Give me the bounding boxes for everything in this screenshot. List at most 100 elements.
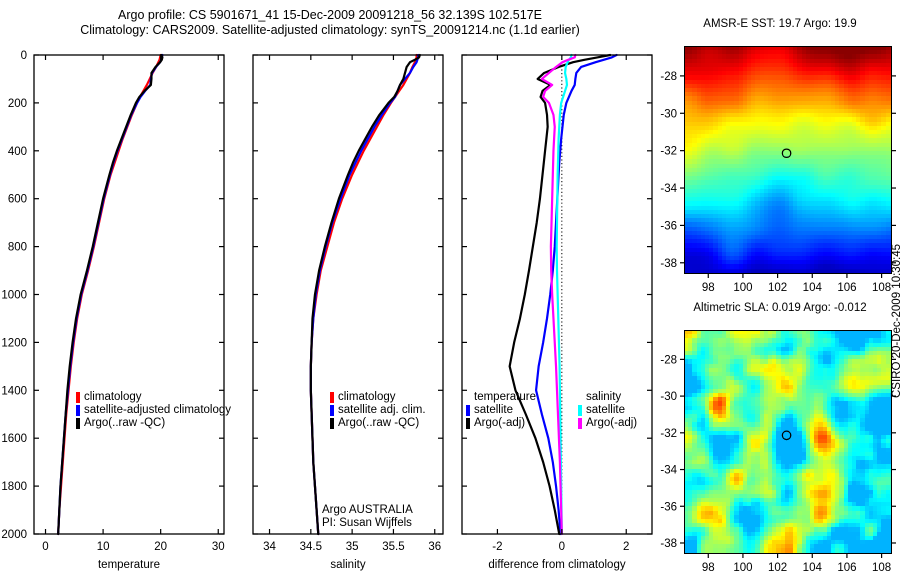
map-sst-lon-tick-label: 98 (702, 282, 715, 294)
legend-item: climatology (76, 391, 240, 404)
map-title-sst: AMSR-E SST: 19.7 Argo: 19.9 (703, 18, 857, 30)
series-temperature-satellite (534, 53, 618, 536)
map-sla (684, 330, 892, 554)
map-sst-lat-tick-label: -32 (660, 146, 677, 158)
legend-temperature: climatology satellite-adjusted climatolo… (76, 391, 240, 437)
legend-label: satellite-adjusted climatology (84, 404, 232, 416)
map-sst-lon-tick-label: 108 (872, 282, 891, 294)
x-tick-label: -2 (492, 541, 502, 553)
map-sla-frame (684, 330, 892, 554)
x-axis-label: difference from climatology (488, 559, 625, 571)
map-sla-lat-tick-label: -30 (660, 391, 677, 403)
figure-title: Argo profile: CS 5901671_41 15-Dec-2009 … (0, 8, 660, 38)
map-sst-field (684, 46, 892, 274)
depth-tick-label: 1000 (1, 290, 27, 302)
map-sla-lat-tick-label: -38 (660, 538, 677, 550)
map-sst (684, 46, 892, 274)
legend-item: satellite (466, 404, 558, 417)
map-sst-lon-tick-label: 104 (803, 282, 823, 294)
series-argo-raw-qc- (57, 53, 164, 536)
legend-item: climatology (330, 391, 460, 404)
legend-label: satellite (586, 404, 625, 416)
legend-label: climatology (338, 391, 396, 403)
map-sla-lon-tick-label: 102 (768, 562, 787, 574)
legend-label: climatology (84, 391, 142, 403)
legend-item: satellite (578, 404, 670, 417)
series-argo-raw-qc- (309, 53, 421, 536)
map-sla-lat-tick-label: -28 (660, 354, 677, 366)
attribution-line-1: Argo AUSTRALIA (322, 504, 413, 516)
map-sla-lon-tick-label: 104 (803, 562, 823, 574)
map-sst-lat-tick-label: -30 (660, 108, 677, 120)
map-sla-lon-tick-label: 98 (702, 562, 715, 574)
depth-tick-label: 200 (8, 98, 27, 110)
map-sst-lat-tick-label: -34 (660, 183, 677, 195)
legend-label: Argo(-adj) (474, 417, 526, 429)
depth-tick-label: 600 (8, 194, 27, 206)
map-sst-frame (684, 46, 892, 274)
map-sla-lat-tick-label: -36 (660, 501, 677, 513)
legend-label: salinity (586, 391, 622, 403)
attribution-block: Argo AUSTRALIA PI: Susan Wijffels (322, 504, 452, 530)
title-line-1: Argo profile: CS 5901671_41 15-Dec-2009 … (118, 8, 542, 22)
legend-item: satellite-adjusted climatology (76, 404, 240, 417)
depth-tick-label: 2000 (1, 529, 27, 541)
legend-label: temperature (474, 391, 537, 403)
map-sst-lon-tick-label: 106 (837, 282, 856, 294)
legend-header: temperature (466, 391, 558, 404)
legend-item: Argo(..raw -QC) (330, 417, 460, 430)
profile-plot-temperature: 0 10 20 30 0 200 400 600 800 1000 1200 1400 1600 1800… (1, 50, 225, 571)
legend-swatch-argo (76, 418, 80, 429)
legend-swatch-temp-argo (466, 418, 470, 429)
legend-swatch-satellite (330, 405, 334, 416)
legend-label: satellite (474, 404, 513, 416)
x-tick-label: 30 (212, 541, 225, 553)
map-title-sla: Altimetric SLA: 0.019 Argo: -0.012 (693, 302, 867, 314)
legend-difference-temperature: temperature satellite Argo(-adj) (466, 391, 558, 437)
map-sla-lon-tick-label: 108 (872, 562, 891, 574)
x-axis-label: temperature (98, 559, 160, 571)
x-tick-label: 20 (154, 541, 167, 553)
attribution-line-2: PI: Susan Wijffels (322, 517, 412, 529)
profile-plot-difference: -2 0 2 difference from climatology (461, 53, 653, 571)
depth-tick-label: 400 (8, 146, 27, 158)
panel-salinity: 34 34.5 35 35.5 36 salinity (252, 53, 444, 571)
map-sst-lat-tick-label: -38 (660, 258, 677, 270)
series-salinity-argo-adj- (540, 53, 577, 536)
depth-tick-label: 1200 (1, 337, 27, 349)
legend-label: Argo(-adj) (586, 417, 638, 429)
x-tick-label: 0 (42, 541, 48, 553)
x-tick-label: 0 (559, 541, 565, 553)
legend-salinity: climatology satellite adj. clim. Argo(..… (330, 391, 460, 437)
legend-swatch-temp-satellite (466, 405, 470, 416)
legend-swatch-argo (330, 418, 334, 429)
legend-item: Argo(..raw -QC) (76, 417, 240, 430)
profile-plot-salinity: 34 34.5 35 35.5 36 salinity (252, 53, 444, 571)
legend-header: salinity (578, 391, 670, 404)
series-temperature-argo-adj- (508, 53, 612, 536)
map-sla-field (684, 330, 892, 554)
panel-temperature: 0 10 20 30 0 200 400 600 800 1000 1200 1400 1600 1800… (0, 0, 240, 580)
legend-swatch-sal-satellite (578, 405, 582, 416)
legend-swatch-satellite (76, 405, 80, 416)
map-sla-lat-tick-label: -32 (660, 428, 677, 440)
series-salinity-satellite (555, 53, 573, 536)
depth-tick-label: 1800 (1, 481, 27, 493)
depth-tick-label: 800 (8, 242, 27, 254)
depth-tick-label: 1600 (1, 433, 27, 445)
map-sla-lon-tick-label: 106 (837, 562, 856, 574)
x-tick-label: 36 (428, 541, 441, 553)
panel-difference: -2 0 2 difference from climatology (461, 53, 653, 571)
map-sst-lon-tick-label: 100 (733, 282, 752, 294)
map-sst-lat-tick-label: -28 (660, 71, 677, 83)
title-line-2: Climatology: CARS2009. Satellite-adjuste… (80, 23, 580, 37)
x-tick-label: 35.5 (382, 541, 404, 553)
map-sla-lat-tick-label: -34 (660, 465, 677, 477)
legend-item: Argo(-adj) (578, 417, 670, 430)
legend-swatch-climatology (76, 392, 80, 403)
legend-swatch-climatology (330, 392, 334, 403)
x-tick-label: 34.5 (300, 541, 322, 553)
